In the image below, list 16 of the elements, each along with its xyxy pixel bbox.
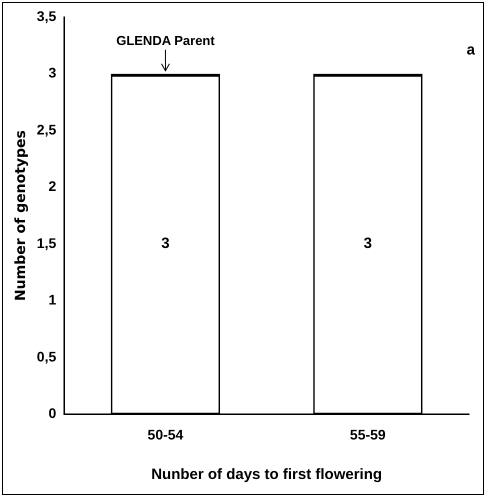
x-tick-label: 55-59 [350,426,386,442]
y-tick-label: 2 [48,178,56,194]
annotation: a [466,42,476,59]
y-tick-label: 1,5 [36,234,56,251]
y-tick-label: 3,5 [36,8,56,24]
x-tick-label: 50-54 [148,426,184,442]
y-tick-label: 0,5 [36,348,56,364]
data-label: 3 [364,235,372,252]
y-tick-label: 3 [48,64,56,81]
annotation: GLENDA Parent [116,32,216,48]
y-tick-label: 0 [48,405,56,422]
y-axis-title: Number of genotypes [13,130,30,302]
data-label: 3 [161,235,170,252]
y-tick-label: 1 [48,292,56,308]
x-axis-title: Nunber of days to first flowering [151,466,382,484]
y-tick-label: 2,5 [36,121,56,138]
